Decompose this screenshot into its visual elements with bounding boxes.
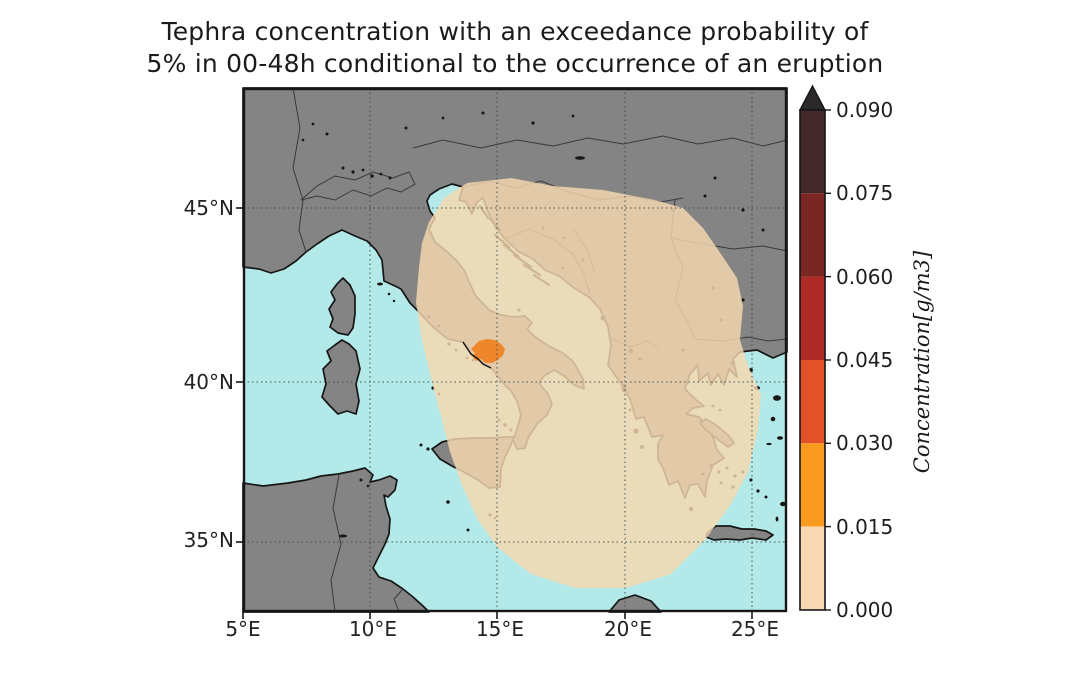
cbar-tick-0090: 0.090: [836, 98, 894, 122]
ytick-45n: 45°N: [183, 196, 234, 220]
colorbar-segment-0060-0075: [800, 193, 825, 277]
colorbar-segment-0075-0090: [800, 110, 825, 194]
figure-title-line2: 5% in 00-48h conditional to the occurren…: [146, 49, 884, 78]
cbar-tick-0030: 0.030: [836, 431, 894, 455]
colorbar-segment-0045-0060: [800, 276, 825, 360]
ytick-40n: 40°N: [183, 370, 234, 394]
colorbar-segment-0000-0015: [800, 526, 825, 610]
axis-tick-marks: [236, 207, 753, 619]
colorbar-tick-marks: [825, 109, 831, 611]
coast-overlay: [462, 341, 492, 369]
xtick-20e: 20°E: [603, 617, 653, 641]
island-corsica: [328, 277, 356, 336]
colorbar-overflow-arrow: [798, 84, 827, 111]
colorbar: [798, 84, 831, 611]
ytick-35n: 35°N: [183, 528, 234, 552]
land-north-africa: [242, 467, 430, 613]
colorbar-axis-label: Concentration[g/m3]: [910, 250, 934, 474]
figure-title: Tephra concentration with an exceedance …: [0, 16, 1030, 80]
xtick-15e: 15°E: [475, 617, 525, 641]
map-frame: [242, 87, 788, 613]
tephra-plume: [416, 178, 761, 588]
cbar-tick-0045: 0.045: [836, 348, 894, 372]
island-sardinia: [321, 339, 361, 415]
map-canvas: [236, 87, 788, 619]
figure-title-line1: Tephra concentration with an exceedance …: [161, 17, 869, 46]
island-crete: [705, 525, 774, 541]
colorbar-segment-0015-0030: [800, 443, 825, 527]
cbar-tick-0000: 0.000: [836, 598, 894, 622]
colorbar-segment-0030-0045: [800, 360, 825, 444]
xtick-10e: 10°E: [348, 617, 398, 641]
xtick-5e: 5°E: [225, 617, 261, 641]
cbar-tick-0060: 0.060: [836, 265, 894, 289]
xtick-25e: 25°E: [730, 617, 780, 641]
graticule: [243, 88, 787, 612]
cbar-tick-0015: 0.015: [836, 515, 894, 539]
cbar-tick-0075: 0.075: [836, 181, 894, 205]
